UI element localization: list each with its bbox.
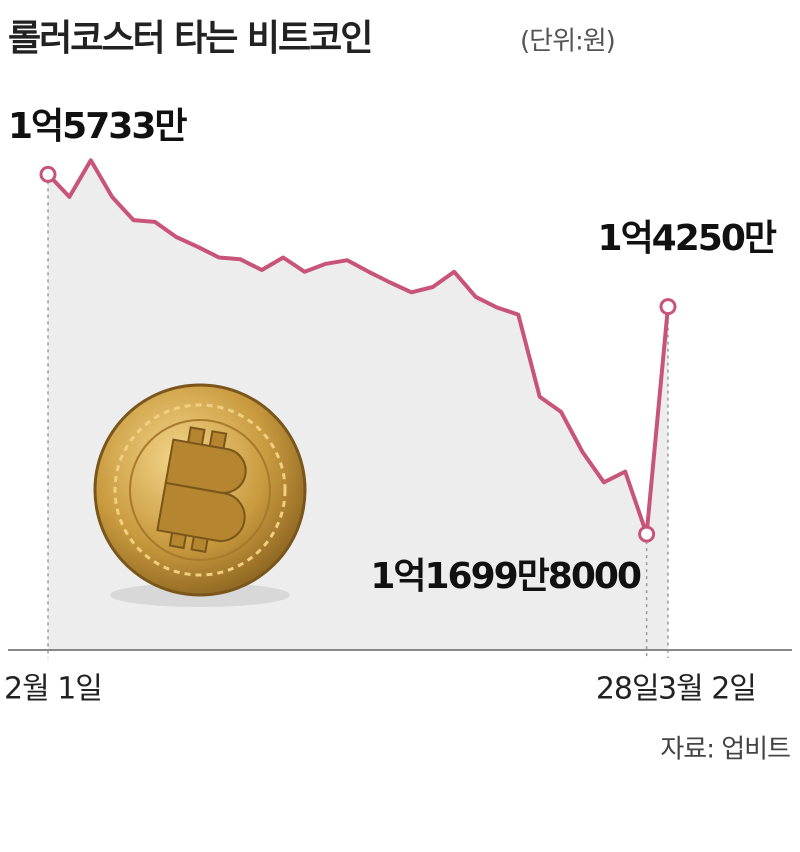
point-marker	[39, 165, 57, 183]
chart-title: 롤러코스터 타는 비트코인	[8, 18, 371, 59]
x-tick-label: 28일	[596, 672, 659, 707]
unit-note: (단위:원)	[520, 27, 615, 57]
value-label: 1억4250만	[598, 218, 777, 259]
value-label: 1억1699만8000	[370, 556, 641, 597]
point-marker	[659, 298, 677, 316]
point-marker	[638, 525, 656, 543]
value-label: 1억5733만	[8, 106, 187, 147]
x-tick-label: 3월 2일	[658, 672, 756, 707]
source: 자료: 업비트	[660, 735, 790, 765]
x-tick-label: 2월 1일	[4, 672, 102, 707]
line	[46, 158, 670, 537]
bitcoin-illustration	[93, 383, 307, 607]
